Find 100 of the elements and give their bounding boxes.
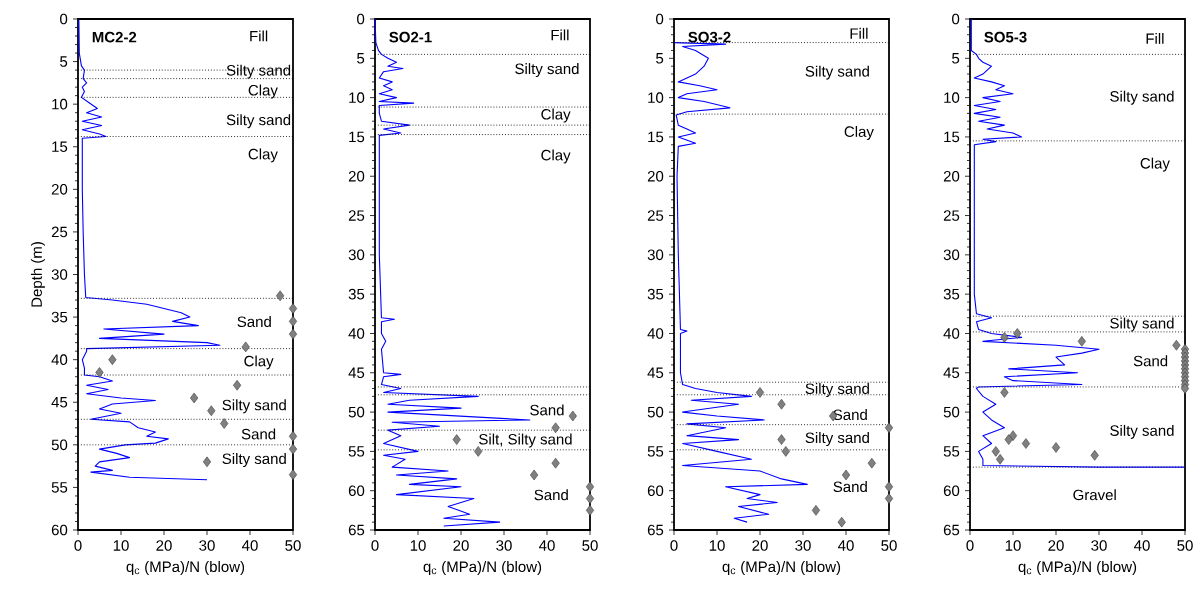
y-tick-label: 10: [349, 92, 365, 103]
annotation: Silt, Silty sand: [479, 433, 572, 448]
y-tick-label: 55: [51, 482, 68, 493]
annotation: Sand: [833, 409, 867, 421]
annotation: Fill: [551, 29, 569, 41]
text: SO5-3: [984, 31, 1027, 43]
y-tick-label: 45: [348, 367, 365, 378]
y-tick-label: 15: [944, 131, 960, 143]
annotation: Clay: [244, 355, 274, 370]
y-tick-label: 30: [943, 249, 960, 261]
y-tick-label: 30: [647, 249, 664, 261]
x-tick-label: 40: [1134, 540, 1150, 551]
x-tick-label: 30: [795, 540, 811, 551]
x-tick-label: 0: [74, 540, 82, 551]
y-tick-label: 55: [647, 446, 664, 457]
y-tick-label: 65: [348, 524, 365, 536]
y-tick-label: 45: [943, 367, 960, 378]
y-tick-label: 55: [348, 446, 365, 457]
x-tick-label: 20: [1048, 540, 1064, 551]
y-tick-label: 25: [348, 210, 365, 221]
y-tick-label: 5: [60, 56, 68, 67]
annotation: Silty sand: [226, 64, 291, 79]
y-tick-label: 10: [944, 92, 960, 103]
x-tick-label: 0: [966, 540, 974, 551]
x-tick-label: 20: [156, 540, 172, 551]
x-axis-title: q$_{c}$ (MPa)/N (blow): [126, 561, 245, 575]
y-tick-label: 30: [51, 269, 68, 280]
x-tick-label: 40: [539, 540, 555, 551]
annotation: Silty sand: [1110, 317, 1174, 332]
annotation: Sand: [241, 428, 276, 440]
x-tick-label: 50: [881, 540, 897, 551]
x-axis-title: q$_{c}$ (MPa)/N (blow): [423, 561, 542, 575]
annotation: Gravel: [1073, 489, 1116, 501]
y-tick-label: 15: [349, 131, 365, 143]
annotation: Silty sand: [1110, 424, 1174, 439]
y-tick-label: 60: [647, 485, 664, 496]
annotation: Sand: [534, 489, 568, 501]
annotation: Silty sand: [805, 65, 869, 80]
y-tick-label: 35: [943, 288, 960, 300]
y-tick-label: 0: [952, 13, 960, 25]
annotation: Clay: [248, 148, 278, 163]
annotation: Fill: [1146, 32, 1164, 44]
x-tick-label: 50: [1177, 540, 1193, 551]
y-tick-label: 10: [52, 98, 68, 110]
x-tick-label: 40: [838, 540, 854, 551]
y-tick-label: 50: [647, 406, 664, 418]
y-tick-label: 25: [647, 210, 664, 221]
annotation: Silty sand: [1110, 90, 1174, 105]
y-tick-label: 20: [348, 170, 365, 182]
x-tick-label: 30: [496, 540, 512, 551]
y-tick-label: 60: [943, 485, 960, 496]
x-tick-label: 30: [1091, 540, 1107, 551]
y-tick-label: 25: [943, 210, 960, 221]
y-tick-label: 45: [647, 367, 664, 378]
x-tick-label: 50: [285, 540, 301, 551]
y-tick-label: 20: [647, 170, 664, 182]
annotation: Silty sand: [222, 453, 286, 467]
text: MC2-2: [92, 31, 137, 43]
x-tick-label: 30: [199, 540, 215, 551]
y-tick-label: 55: [943, 446, 960, 457]
y-tick-label: 50: [348, 406, 365, 418]
y-tick-label: 20: [51, 184, 68, 195]
y-axis-title: Depth (m): [30, 242, 45, 307]
x-tick-label: 10: [113, 540, 129, 551]
y-tick-label: 65: [647, 524, 664, 536]
y-tick-label: 10: [648, 92, 664, 103]
y-tick-label: 40: [348, 328, 365, 339]
y-tick-label: 5: [357, 53, 365, 64]
x-tick-label: 10: [1005, 540, 1021, 551]
y-tick-label: 15: [648, 131, 664, 143]
x-tick-label: 40: [242, 540, 258, 551]
y-tick-label: 5: [656, 53, 664, 64]
annotation: Sand: [237, 316, 271, 328]
y-tick-label: 50: [943, 406, 960, 418]
y-tick-label: 40: [943, 328, 960, 339]
y-tick-label: 20: [943, 170, 960, 182]
x-tick-label: 20: [453, 540, 469, 551]
text: SO3-2: [688, 31, 731, 43]
annotation: Silty sand: [805, 432, 869, 447]
annotation: Clay: [248, 84, 278, 99]
annotation: Sand: [1133, 355, 1168, 367]
x-axis-title: q$_{c}$ (MPa)/N (blow): [1018, 561, 1137, 575]
annotation: Sand: [530, 404, 564, 416]
y-tick-label: 0: [656, 13, 664, 25]
y-tick-label: 25: [51, 226, 68, 238]
y-tick-label: 0: [357, 13, 365, 25]
y-tick-label: 30: [348, 249, 365, 261]
y-tick-label: 15: [52, 141, 68, 152]
x-tick-label: 0: [670, 540, 678, 551]
y-tick-label: 40: [647, 328, 664, 339]
annotation: Fill: [850, 27, 868, 39]
y-tick-label: 50: [51, 439, 68, 451]
annotation: Clay: [1140, 157, 1170, 172]
y-tick-label: 5: [952, 53, 960, 64]
annotation: Clay: [541, 108, 571, 123]
annotation: Clay: [844, 125, 874, 140]
y-tick-label: 0: [60, 13, 68, 25]
annotation: Silty sand: [226, 114, 291, 129]
y-tick-label: 60: [348, 485, 365, 496]
annotation: Sand: [833, 481, 867, 493]
